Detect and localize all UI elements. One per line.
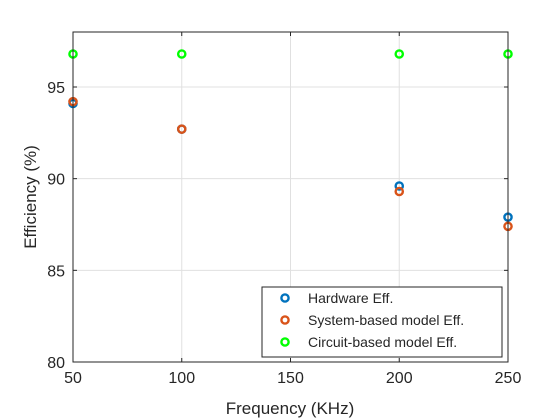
x-axis-ticks: 50 100 150 200 250: [64, 32, 521, 387]
x-tick-label: 100: [168, 370, 195, 387]
legend-marker: [280, 293, 290, 303]
y-axis-label: Efficiency (%): [21, 145, 40, 249]
data-point: [394, 49, 405, 59]
y-axis-ticks: 80 85 90 95: [47, 80, 508, 372]
legend-marker: [280, 337, 290, 347]
legend-marker: [280, 315, 290, 325]
legend-label: Circuit-based model Eff.: [308, 334, 457, 350]
legend-label: System-based model Eff.: [308, 312, 464, 328]
x-tick-label: 200: [386, 370, 413, 387]
y-tick-label: 90: [47, 172, 65, 189]
x-axis-label: Frequency (KHz): [226, 399, 354, 418]
data-point: [176, 124, 187, 134]
legend-label: Hardware Eff.: [308, 290, 393, 306]
plot-border: [72, 31, 509, 363]
legend: Hardware Eff. System-based model Eff. Circ…: [261, 286, 503, 358]
y-tick-label: 85: [47, 263, 65, 280]
data-point: [394, 186, 405, 197]
data-point: [394, 181, 405, 191]
legend-box: [261, 286, 503, 358]
x-tick-label: 150: [277, 370, 304, 387]
y-tick-label: 80: [47, 355, 65, 372]
y-tick-label: 95: [47, 80, 65, 97]
data-point: [176, 49, 187, 59]
x-tick-label: 50: [64, 370, 82, 387]
x-tick-label: 250: [495, 370, 522, 387]
